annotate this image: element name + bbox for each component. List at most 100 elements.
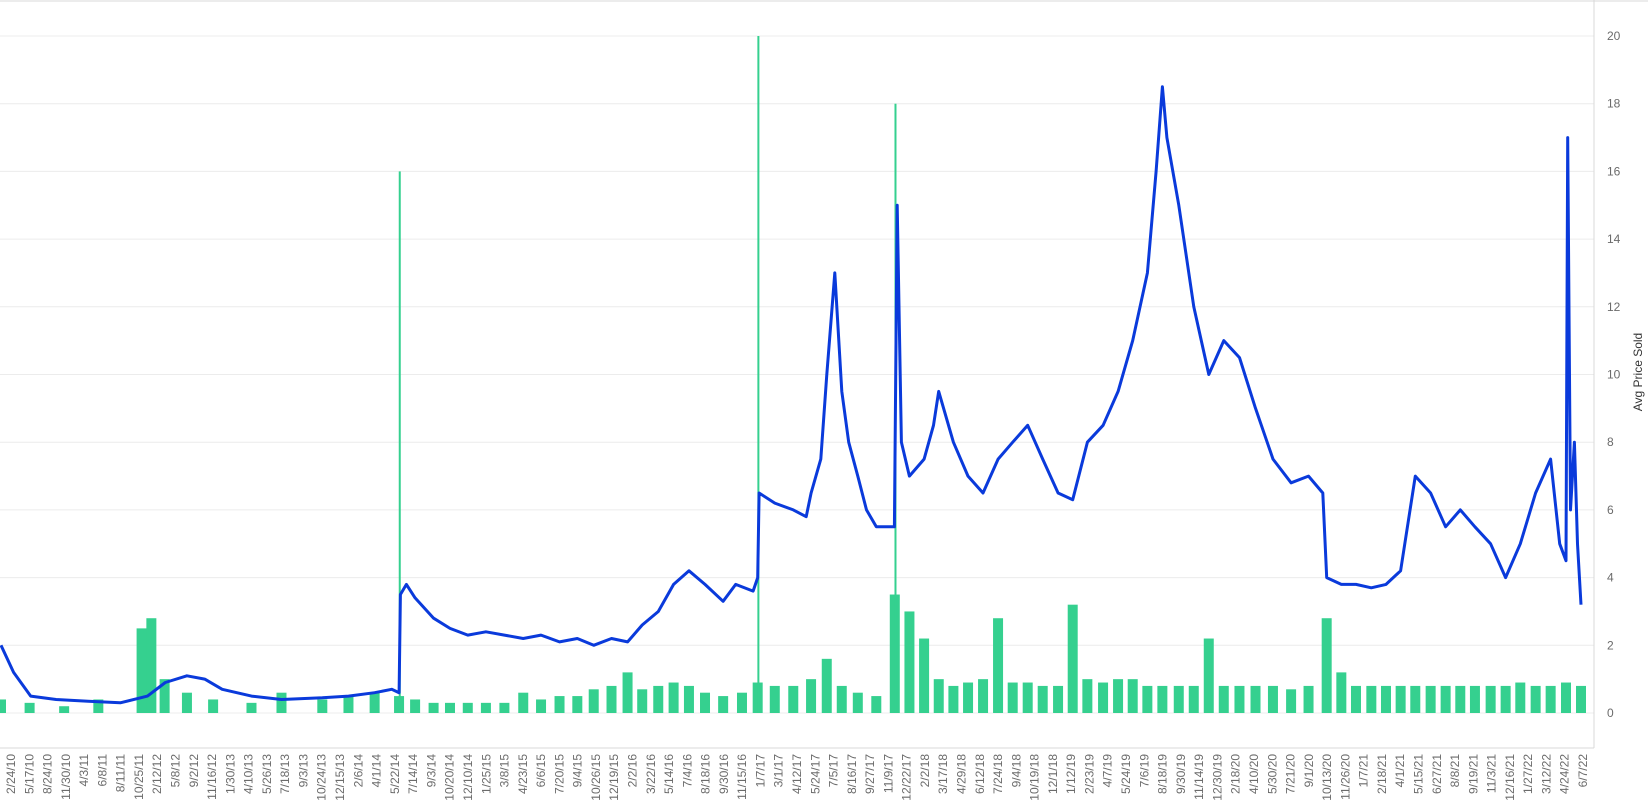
- bar: [1082, 679, 1093, 713]
- bar: [1267, 685, 1278, 713]
- x-tick-label: 2/24/10: [4, 754, 18, 794]
- bar: [1250, 685, 1261, 713]
- x-tick-label: 2/18/21: [1375, 754, 1389, 794]
- bar: [1303, 685, 1314, 713]
- y-tick-label: 6: [1607, 503, 1614, 517]
- x-tick-label: 11/30/10: [59, 754, 73, 800]
- x-tick-label: 7/18/13: [278, 754, 292, 794]
- bar: [1173, 685, 1184, 713]
- x-tick-label: 6/7/22: [1576, 754, 1590, 788]
- bar: [444, 702, 455, 713]
- bar: [1007, 682, 1018, 713]
- bar: [606, 685, 617, 713]
- x-tick-label: 11/3/21: [1485, 754, 1499, 793]
- x-tick-label: 9/2/12: [187, 754, 201, 788]
- x-tick-label: 5/26/13: [260, 754, 274, 794]
- bar: [93, 699, 104, 713]
- x-tick-label: 3/12/22: [1539, 754, 1553, 794]
- y-tick-label: 0: [1607, 706, 1614, 720]
- bar: [146, 618, 157, 713]
- bar-series: [0, 36, 1586, 713]
- bar: [1469, 685, 1480, 713]
- x-tick-label: 7/5/17: [827, 754, 841, 788]
- x-tick-label: 4/12/17: [790, 754, 804, 794]
- bar: [1113, 679, 1124, 713]
- y-tick-label: 18: [1607, 97, 1621, 111]
- x-tick-label: 6/6/15: [534, 754, 548, 788]
- bar: [904, 611, 915, 713]
- x-tick-label: 1/7/21: [1357, 754, 1371, 788]
- x-tick-label: 2/6/14: [351, 754, 365, 788]
- x-tick-label: 1/30/13: [223, 754, 237, 794]
- x-tick-label: 9/3/14: [424, 754, 438, 788]
- bar: [668, 682, 679, 713]
- x-tick-label: 7/14/14: [406, 754, 420, 794]
- bar: [159, 679, 170, 713]
- bar: [757, 36, 760, 713]
- bar: [518, 692, 529, 713]
- y-tick-label: 14: [1607, 232, 1621, 246]
- x-tick-label: 3/1/17: [772, 754, 786, 788]
- x-tick-label: 10/19/18: [1028, 754, 1042, 801]
- bar: [963, 682, 974, 713]
- x-tick-label: 3/22/16: [644, 754, 658, 794]
- x-tick-label: 11/26/20: [1338, 754, 1352, 800]
- bar: [736, 692, 747, 713]
- x-tick-label: 8/8/21: [1448, 754, 1462, 788]
- bar: [919, 638, 930, 713]
- x-tick-label: 4/1/14: [370, 754, 384, 788]
- bar: [1067, 604, 1078, 713]
- bar: [1380, 685, 1391, 713]
- bar: [136, 628, 147, 713]
- x-tick-label: 12/10/14: [461, 754, 475, 801]
- x-tick-label: 7/4/16: [680, 754, 694, 788]
- bar: [0, 699, 6, 713]
- x-tick-label: 2/2/18: [918, 754, 932, 788]
- x-tick-label: 8/18/16: [699, 754, 713, 794]
- y-tick-label: 16: [1607, 164, 1621, 178]
- x-tick-label: 1/27/22: [1521, 754, 1535, 794]
- x-tick-label: 4/1/21: [1393, 754, 1407, 788]
- x-tick-label: 4/23/15: [516, 754, 530, 794]
- x-tick-label: 12/19/15: [607, 754, 621, 801]
- x-tick-label: 1/7/17: [753, 754, 767, 788]
- bar: [1395, 685, 1406, 713]
- x-tick-label: 5/22/14: [388, 754, 402, 794]
- y-tick-labels: 0 2 4 6 8 10 12 14 16 18 20: [1607, 29, 1621, 720]
- x-tick-label: 1/25/15: [479, 754, 493, 794]
- x-tick-label: 12/16/21: [1503, 754, 1517, 801]
- bar: [993, 618, 1004, 713]
- x-tick-label: 8/18/19: [1156, 754, 1170, 794]
- x-tick-label: 5/30/20: [1265, 754, 1279, 794]
- bar: [1336, 672, 1347, 713]
- bar: [788, 685, 799, 713]
- bar: [343, 696, 354, 713]
- bar: [1560, 682, 1571, 713]
- x-tick-label: 4/3/11: [77, 754, 91, 787]
- bar: [208, 699, 219, 713]
- x-tick-label: 9/30/16: [717, 754, 731, 794]
- x-tick-label: 2/18/20: [1229, 754, 1243, 794]
- x-tick-label: 5/15/21: [1411, 754, 1425, 794]
- x-tick-label: 11/9/17: [881, 754, 895, 793]
- bar: [480, 702, 491, 713]
- bar: [1455, 685, 1466, 713]
- x-tick-label: 1/12/19: [1064, 754, 1078, 794]
- x-tick-label: 4/29/18: [955, 754, 969, 794]
- bar: [1440, 685, 1451, 713]
- bar: [622, 672, 633, 713]
- bar: [398, 171, 401, 713]
- x-tick-label: 6/8/11: [95, 754, 109, 787]
- x-tick-label: 12/15/13: [333, 754, 347, 801]
- bar: [369, 692, 380, 713]
- bar: [276, 692, 287, 713]
- y-tick-label: 2: [1607, 638, 1614, 652]
- line-series: [0, 85, 1583, 705]
- bar: [700, 692, 711, 713]
- x-tick-label: 10/26/15: [589, 754, 603, 801]
- x-tick-label: 7/6/19: [1137, 754, 1151, 788]
- bar: [1410, 685, 1421, 713]
- x-tick-label: 6/27/21: [1430, 754, 1444, 794]
- y-tick-label: 10: [1607, 368, 1621, 382]
- bar: [852, 692, 863, 713]
